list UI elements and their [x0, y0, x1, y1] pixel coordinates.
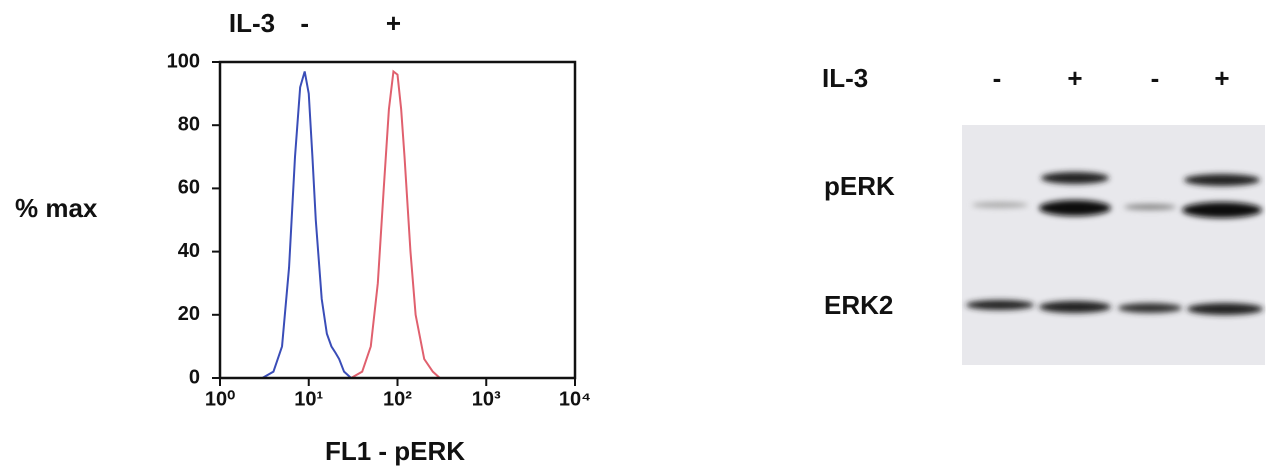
lane-label: - [1151, 63, 1160, 93]
x-tick-label: 10³ [472, 388, 501, 410]
band [966, 300, 1034, 310]
band [1039, 200, 1111, 216]
x-tick-label: 10⁴ [559, 388, 591, 410]
blot-membrane [962, 125, 1265, 365]
band [1124, 204, 1176, 210]
series-line [220, 71, 575, 378]
western-blot: IL-3 - + - + pERK ERK2 [822, 63, 1265, 365]
band [1182, 202, 1262, 218]
y-tick-label: 80 [178, 113, 200, 135]
band [972, 202, 1028, 208]
page: % max FL1 - pERK IL-3 IL-3 - + - + pERK … [0, 0, 1266, 470]
y-tick-label: 40 [178, 240, 200, 262]
plot-frame [220, 62, 575, 378]
series-label: + [386, 8, 401, 38]
y-tick-label: 60 [178, 177, 200, 199]
figure: % max FL1 - pERK IL-3 IL-3 - + - + pERK … [0, 0, 1266, 470]
x-axis-label: FL1 - pERK [325, 436, 465, 466]
lane-label: + [1067, 63, 1082, 93]
series-label: - [300, 8, 309, 38]
y-axis-label: % max [15, 193, 98, 223]
blot-row-label: ERK2 [824, 290, 893, 320]
y-tick-label: 0 [189, 366, 200, 388]
x-tick-label: 10⁰ [205, 388, 235, 410]
plot-area [220, 71, 575, 378]
blot-treatment-label: IL-3 [822, 63, 868, 93]
y-tick-label: 100 [167, 50, 200, 72]
band [1184, 174, 1260, 186]
x-tick-label: 10² [383, 388, 412, 410]
band [1187, 303, 1263, 315]
blot-row-label: pERK [824, 171, 895, 201]
band [1039, 301, 1111, 313]
x-tick-label: 10¹ [294, 388, 323, 410]
annotation: IL-3 [229, 8, 275, 38]
band [1118, 303, 1182, 313]
band [1041, 172, 1109, 184]
series-line [220, 71, 575, 378]
lane-label: - [993, 63, 1002, 93]
lane-label: + [1214, 63, 1229, 93]
y-tick-label: 20 [178, 303, 200, 325]
